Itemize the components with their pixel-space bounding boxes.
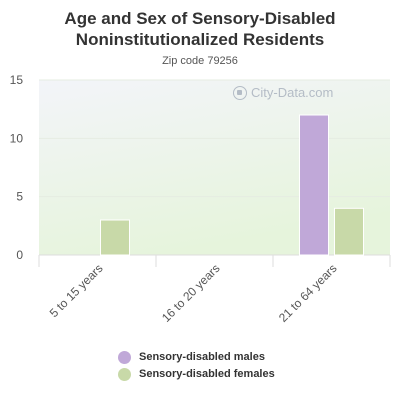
bar-females-1 bbox=[100, 219, 130, 256]
x-tick-label: 16 to 20 years bbox=[159, 261, 223, 325]
bar-females-3 bbox=[334, 207, 364, 256]
legend-item-males: Sensory-disabled males bbox=[118, 349, 275, 365]
y-tick-label: 10 bbox=[10, 131, 24, 145]
x-tick-label: 21 to 64 years bbox=[276, 261, 340, 325]
legend-item-females: Sensory-disabled females bbox=[118, 366, 275, 382]
city-data-logo-icon bbox=[233, 85, 247, 100]
legend: Sensory-disabled males Sensory-disabled … bbox=[118, 349, 275, 383]
legend-swatch-males bbox=[118, 350, 131, 364]
y-tick-label: 15 bbox=[10, 73, 24, 87]
y-tick-label: 5 bbox=[16, 190, 23, 204]
plot-area bbox=[39, 80, 390, 255]
legend-swatch-females bbox=[118, 367, 131, 381]
legend-label-males: Sensory-disabled males bbox=[139, 351, 265, 363]
legend-label-females: Sensory-disabled females bbox=[139, 368, 275, 380]
y-tick-label: 0 bbox=[16, 248, 23, 262]
bar-males-3 bbox=[299, 114, 329, 256]
x-tick-label: 5 to 15 years bbox=[47, 261, 106, 320]
chart-subtitle: Zip code 79256 bbox=[162, 55, 238, 67]
chart-title: Age and Sex of Sensory-Disabled Noninstit… bbox=[64, 9, 336, 49]
watermark: City-Data.com bbox=[233, 85, 333, 100]
watermark-text: City-Data.com bbox=[251, 85, 334, 100]
